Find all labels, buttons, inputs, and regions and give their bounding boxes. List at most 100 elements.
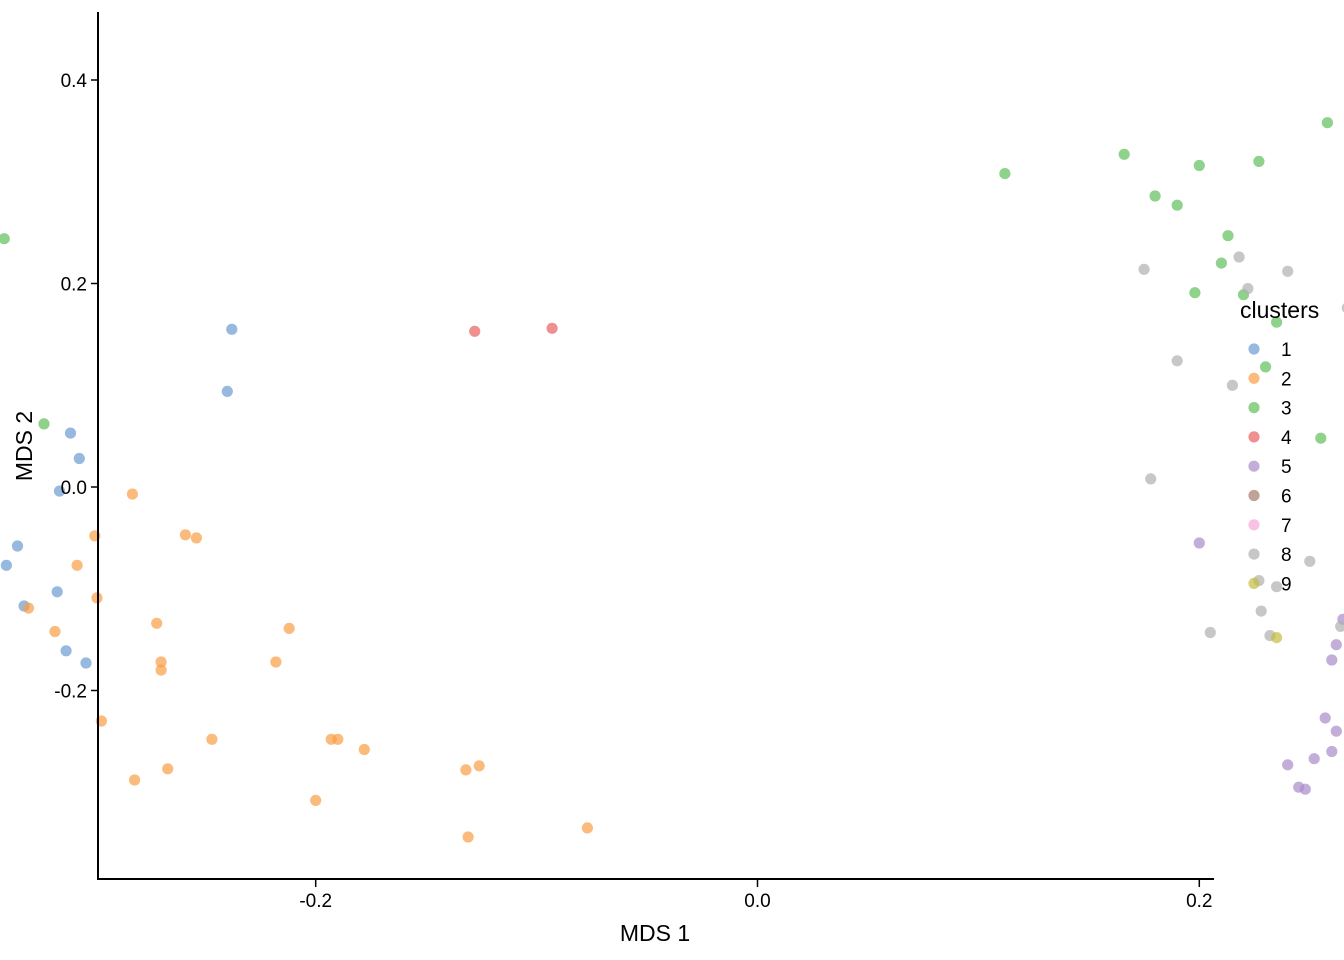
legend-key-7: [1248, 519, 1260, 531]
data-point-cluster-8: [1233, 251, 1245, 263]
data-point-cluster-2: [126, 488, 138, 500]
data-point-cluster-1: [226, 323, 238, 335]
data-point-cluster-8: [1204, 626, 1216, 639]
legend-key-1: [1248, 343, 1260, 355]
y-tick-label: 0.4: [61, 71, 88, 92]
x-tick-label: -0.2: [299, 891, 332, 912]
data-point-cluster-9: [1271, 632, 1283, 644]
data-point-cluster-8: [1335, 620, 1344, 632]
data-point-cluster-8: [1304, 555, 1316, 567]
legend-label-1: 1: [1281, 340, 1292, 361]
data-point-cluster-5: [1282, 759, 1294, 771]
legend-label-7: 7: [1281, 516, 1292, 537]
data-point-cluster-1: [51, 586, 63, 598]
x-axis-ticks: -0.4-0.20.00.20.4: [299, 880, 1213, 912]
data-point-cluster-2: [190, 532, 202, 544]
data-point-cluster-3: [999, 168, 1011, 180]
data-point-cluster-5: [1193, 537, 1205, 549]
legend-label-5: 5: [1281, 457, 1292, 478]
data-point-cluster-1: [80, 657, 92, 669]
data-point-cluster-3: [1253, 155, 1265, 167]
data-point-cluster-8: [1282, 265, 1294, 277]
data-point-cluster-2: [358, 743, 370, 756]
data-point-cluster-4: [546, 322, 558, 334]
legend-key-3: [1248, 402, 1260, 414]
data-point-cluster-1: [0, 559, 12, 571]
legend-label-8: 8: [1281, 545, 1292, 566]
data-point-cluster-2: [310, 794, 322, 807]
legend-label-3: 3: [1281, 399, 1292, 420]
data-point-cluster-2: [22, 602, 35, 614]
legend-key-4: [1248, 431, 1260, 443]
data-point-cluster-2: [332, 733, 344, 745]
data-point-cluster-2: [71, 559, 83, 571]
data-point-cluster-5: [1319, 712, 1331, 724]
data-point-cluster-3: [1118, 148, 1130, 160]
data-point-cluster-3: [1149, 190, 1161, 202]
data-point-cluster-1: [60, 645, 72, 657]
data-point-cluster-8: [1226, 379, 1238, 391]
data-point-cluster-5: [1330, 639, 1342, 651]
data-point-cluster-8: [1271, 581, 1283, 593]
data-point-cluster-1: [53, 485, 66, 497]
data-point-cluster-5: [1326, 654, 1338, 666]
data-point-cluster-3: [38, 418, 50, 430]
data-point-cluster-3: [1215, 257, 1227, 269]
data-point-cluster-3: [1189, 287, 1201, 299]
data-point-cluster-8: [1341, 303, 1344, 313]
data-point-cluster-2: [155, 664, 167, 676]
x-axis-title: MDS 1: [620, 920, 690, 946]
data-point-cluster-2: [206, 733, 218, 745]
data-point-cluster-2: [283, 622, 295, 635]
data-point-cluster-2: [129, 774, 141, 786]
data-point-cluster-2: [162, 763, 174, 775]
data-point-cluster-2: [270, 656, 282, 668]
data-point-cluster-3: [1271, 316, 1283, 328]
data-point-cluster-2: [49, 625, 61, 638]
legend-label-2: 2: [1281, 369, 1292, 390]
data-point-cluster-3: [1171, 199, 1183, 211]
x-tick-label: 0.0: [744, 891, 770, 912]
legend-key-5: [1248, 460, 1260, 472]
data-point-cluster-5: [1330, 725, 1342, 737]
y-tick-label: -0.2: [54, 682, 87, 703]
y-axis-title: MDS 2: [11, 411, 37, 481]
legend-key-6: [1248, 489, 1260, 502]
legend-label-9: 9: [1281, 574, 1292, 595]
legend-key-8: [1248, 548, 1260, 560]
data-point-cluster-8: [1242, 283, 1254, 295]
legend-items: 1 2 3 4 5 6 7 8 9: [1248, 340, 1292, 595]
data-point-cluster-8: [1138, 263, 1150, 275]
data-point-cluster-2: [460, 764, 472, 776]
data-point-cluster-2: [179, 529, 191, 541]
x-tick-label: 0.2: [1186, 891, 1212, 912]
data-point-cluster-2: [151, 617, 163, 629]
data-point-cluster-3: [0, 233, 10, 245]
data-point-cluster-3: [1260, 361, 1272, 373]
legend: clusters 1 2 3 4 5 6 7 8 9: [1240, 297, 1319, 595]
data-point-cluster-3: [1193, 159, 1205, 172]
data-point-cluster-8: [1255, 605, 1267, 617]
data-point-cluster-2: [581, 822, 594, 834]
data-point-cluster-2: [462, 831, 474, 843]
legend-title: clusters: [1240, 297, 1319, 323]
y-axis-ticks: -0.2 0.0 0.2 0.4: [54, 71, 98, 703]
legend-label-4: 4: [1281, 428, 1292, 449]
points-layer: [0, 117, 1344, 843]
data-point-cluster-2: [473, 760, 485, 772]
legend-label-6: 6: [1281, 487, 1292, 508]
data-point-cluster-1: [221, 385, 233, 397]
data-point-cluster-5: [1299, 783, 1311, 795]
data-point-cluster-8: [1171, 355, 1183, 367]
data-point-cluster-1: [73, 452, 85, 465]
legend-key-9: [1248, 577, 1260, 590]
data-point-cluster-8: [1145, 473, 1157, 485]
data-point-cluster-4: [469, 325, 481, 337]
data-point-cluster-5: [1308, 753, 1320, 765]
y-tick-label: 0.2: [61, 275, 87, 296]
data-point-cluster-2: [155, 656, 167, 668]
data-point-cluster-5: [1326, 745, 1338, 758]
data-point-cluster-3: [1222, 230, 1234, 242]
data-point-cluster-1: [64, 427, 77, 439]
